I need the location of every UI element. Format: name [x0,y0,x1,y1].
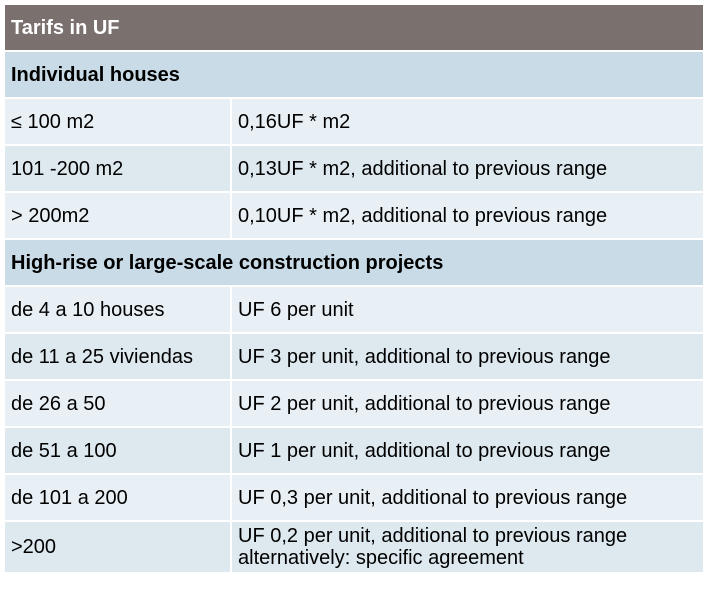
tariff-cell: 0,13UF * m2, additional to previous rang… [230,144,705,193]
tariff-cell: UF 0,2 per unit, additional to previous … [230,520,705,574]
table-title: Tarifs in UF [3,3,705,52]
tariff-cell: UF 0,3 per unit, additional to previous … [230,473,705,522]
range-cell: de 26 a 50 [3,379,232,428]
table-row: de 101 a 200 UF 0,3 per unit, additional… [3,473,705,522]
table-row: > 200m2 0,10UF * m2, additional to previ… [3,191,705,240]
tariff-cell: 0,10UF * m2, additional to previous rang… [230,191,705,240]
section-heading: High-rise or large-scale construction pr… [3,238,705,287]
table-row: de 51 a 100 UF 1 per unit, additional to… [3,426,705,475]
tariff-cell: UF 2 per unit, additional to previous ra… [230,379,705,428]
table-row: de 11 a 25 viviendas UF 3 per unit, addi… [3,332,705,381]
tariff-cell: UF 1 per unit, additional to previous ra… [230,426,705,475]
section-header-high-rise: High-rise or large-scale construction pr… [3,238,705,287]
range-cell: de 51 a 100 [3,426,232,475]
range-cell: de 11 a 25 viviendas [3,332,232,381]
table-row: de 26 a 50 UF 2 per unit, additional to … [3,379,705,428]
range-cell: ≤ 100 m2 [3,97,232,146]
tariff-cell: 0,16UF * m2 [230,97,705,146]
tariff-cell: UF 3 per unit, additional to previous ra… [230,332,705,381]
tariff-cell: UF 6 per unit [230,285,705,334]
table-row: 101 -200 m2 0,13UF * m2, additional to p… [3,144,705,193]
tariff-table: Tarifs in UF Individual houses ≤ 100 m2 … [3,3,705,574]
table-row: de 4 a 10 houses UF 6 per unit [3,285,705,334]
range-cell: > 200m2 [3,191,232,240]
tariff-line: UF 0,2 per unit, additional to previous … [238,525,628,547]
table-title-row: Tarifs in UF [3,3,705,52]
section-header-individual-houses: Individual houses [3,50,705,99]
range-cell: de 4 a 10 houses [3,285,232,334]
range-cell: 101 -200 m2 [3,144,232,193]
range-cell: >200 [3,520,232,574]
section-heading: Individual houses [3,50,705,99]
tariff-line-alternative: alternatively: specific agreement [238,547,524,569]
table-row: >200 UF 0,2 per unit, additional to prev… [3,520,705,574]
table-row: ≤ 100 m2 0,16UF * m2 [3,97,705,146]
range-cell: de 101 a 200 [3,473,232,522]
